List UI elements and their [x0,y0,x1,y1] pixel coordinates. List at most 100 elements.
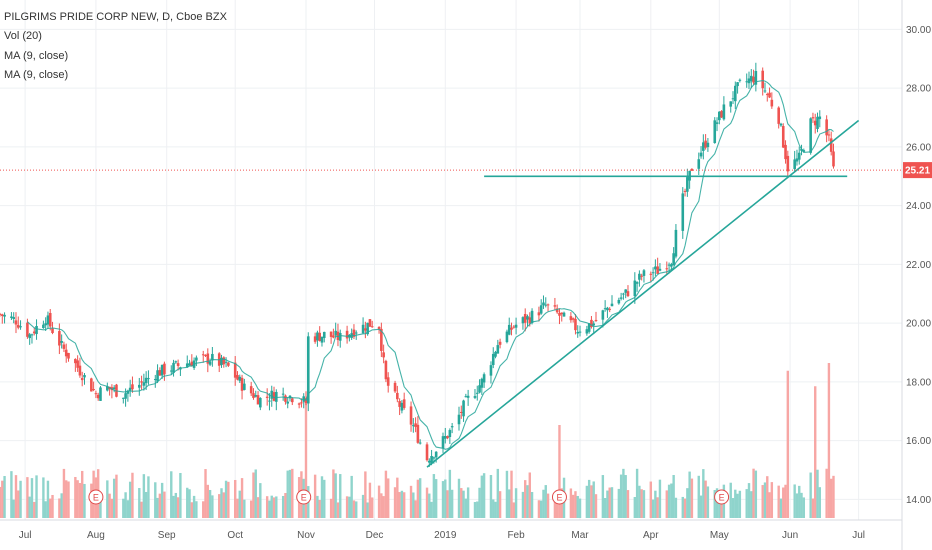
candle-body [747,78,751,84]
candle-body [654,266,657,270]
volume-bar [345,496,349,518]
candle-body [656,266,659,274]
volume-bar [416,479,420,518]
volume-bar [736,493,739,518]
volume-bar [731,498,735,518]
volume-bar [384,470,388,518]
volume-bar [658,479,662,518]
time-tick-label: Jun [782,530,798,541]
volume-bar [528,472,531,518]
candle-body [770,99,774,107]
candle-body [496,345,500,354]
candle-body [332,335,335,338]
earnings-marker-label: E [556,493,562,503]
legend-ma-2[interactable]: MA (9, close) [4,69,69,81]
volume-bar [745,489,748,518]
volume-bar [802,497,806,518]
candle-body [430,456,433,464]
candle-body [147,378,150,380]
volume-bar [28,496,31,518]
volume-bar [738,490,742,518]
volume-bar [697,475,700,518]
candle-body [763,90,767,92]
candle-body [622,293,625,295]
candle-body [754,70,758,85]
candle-body [448,430,452,437]
legend-symbol[interactable]: PILGRIMS PRIDE CORP NEW, D, Cboe BZX [4,11,227,23]
candle-body [459,411,463,413]
legend-volume[interactable]: Vol (20) [4,30,42,42]
candle-body [434,451,438,458]
volume-bar [236,498,239,518]
volume-bar [268,500,271,518]
volume-bar [514,488,518,518]
volume-bar [798,485,801,518]
volume-bar [444,479,447,518]
candle-body [32,331,36,334]
candle-body [553,305,557,307]
volume-bar [508,489,511,518]
candle-body [681,193,685,231]
candle-body [78,365,82,376]
volume-bar [377,485,381,518]
candle-body [370,326,374,328]
volume-bar [186,487,189,518]
candle-body [368,319,372,327]
volume-bar [635,468,639,518]
time-tick-label: May [710,530,729,541]
volume-bar [110,498,114,518]
candle-body [649,273,653,275]
volume-bar [656,497,659,518]
volume-bar [544,485,547,518]
candle-body [560,312,564,315]
candle-body [14,320,18,325]
candle-body [603,308,607,310]
candle-body [409,406,413,425]
volume-bar [651,499,655,518]
candle-body [626,291,630,297]
volume-bar [594,494,598,518]
candle-body [761,70,765,89]
candle-body [686,177,689,192]
price-tick-label: 30.00 [906,25,931,36]
candle-body [768,92,771,98]
volume-bar [665,490,668,518]
volume-bar [619,474,623,518]
candle-body [480,378,484,388]
volume-bar [33,501,36,518]
candle-body [784,144,787,160]
price-tick-label: 20.00 [906,319,931,330]
candle-body [64,349,68,357]
candle-body [734,85,737,102]
volume-bar [160,482,164,518]
candle-body [432,457,436,459]
volume-bar [220,488,223,518]
candle-body [526,316,529,320]
candle-body [227,362,230,366]
volume-bar [832,475,835,518]
volume-bar [702,469,705,518]
candle-body [3,314,6,317]
candle-body [206,353,210,364]
candle-body [555,308,559,313]
candle-body [48,312,52,327]
candle-body [494,351,497,357]
earnings-marker-label: E [301,493,307,503]
legend-ma-1[interactable]: MA (9, close) [4,50,69,62]
candle-body [384,360,388,380]
candle-body [224,361,228,363]
volume-bar [259,483,262,518]
time-tick-label: Jul [19,530,32,541]
volume-bar [74,476,77,518]
candle-body [249,386,253,394]
candle-body [58,331,61,346]
volume-bar [763,482,767,518]
volume-bar [626,490,630,518]
earnings-marker [296,489,312,505]
volume-bar [768,492,771,518]
volume-bar [350,475,353,518]
candle-body [466,395,470,398]
volume-bar [688,471,691,518]
